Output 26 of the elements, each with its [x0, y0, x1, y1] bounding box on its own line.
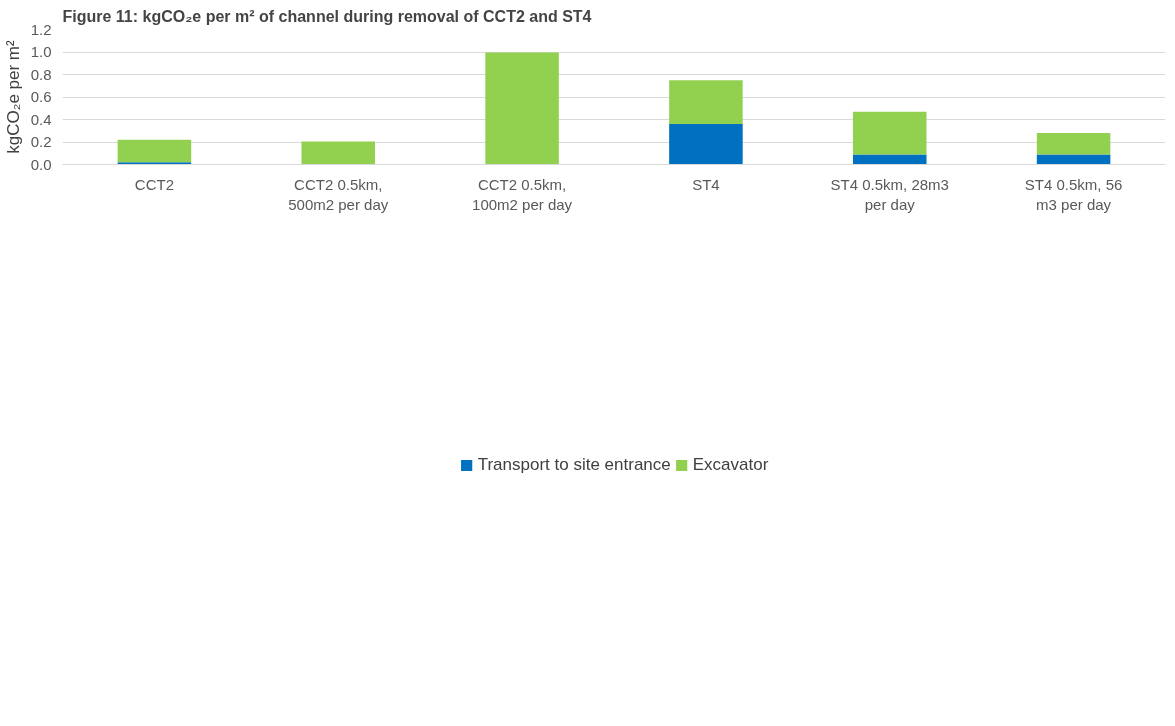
bar: [1036, 154, 1111, 165]
x-tick-label: CCT2 0.5km, 500m2 per day: [288, 175, 389, 213]
bar: [1036, 133, 1111, 155]
bar: [301, 141, 376, 164]
y-tick-label: 1.2: [30, 20, 52, 38]
x-tick-label: CCT2 0.5km, 100m2 per day: [472, 175, 573, 213]
bar: [852, 111, 927, 155]
y-tick-label: 0.4: [30, 110, 52, 128]
bar: [669, 124, 743, 165]
y-tick-label: 0.8: [30, 65, 52, 83]
legend-label: Transport to site entrance: [477, 455, 671, 475]
y-axis-title: kgCO₂e per m²: [3, 39, 23, 154]
legend-label: Excavator: [692, 455, 769, 475]
x-tick-label: ST4: [692, 175, 720, 193]
chart-title: Figure 11: kgCO₂e per m² of channel during removal of CCT2 and ST4: [62, 7, 592, 25]
bar: [852, 154, 927, 165]
bar: [485, 52, 559, 164]
y-tick-label: 0.0: [30, 155, 52, 173]
bar: [669, 80, 743, 124]
y-tick-label: 1.0: [30, 43, 52, 60]
y-tick-label: 0.6: [30, 88, 52, 105]
x-tick-label: CCT2: [134, 175, 174, 193]
y-tick-label: 0.2: [30, 133, 52, 150]
x-tick-label: ST4 0.5km, 56 m3 per day: [1024, 175, 1123, 213]
bar: [117, 139, 192, 163]
x-tick-label: ST4 0.5km, 28m3 per day: [830, 175, 949, 213]
